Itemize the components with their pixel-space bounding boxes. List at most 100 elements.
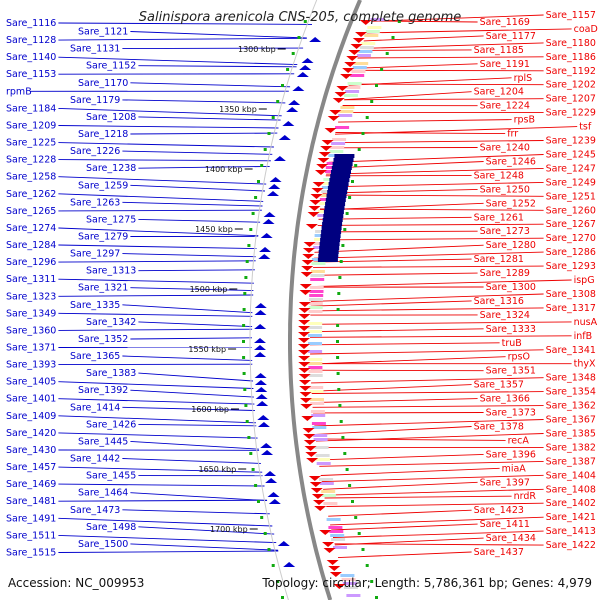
feature-stripe: [346, 86, 360, 89]
dense-feature-block: [329, 182, 349, 186]
reverse-gene-arrow: [279, 135, 291, 140]
gene-label-forward: Sare_1246: [486, 157, 536, 168]
gc-marker: [341, 436, 344, 439]
gc-marker: [370, 100, 373, 103]
dense-feature-block: [322, 226, 342, 230]
gene-label-reverse: Sare_1420: [6, 428, 56, 439]
gene-label-forward: Sare_1293: [546, 261, 596, 272]
gene-label-forward: Sare_1248: [474, 170, 524, 181]
connector-line-forward: [338, 120, 512, 123]
gene-label-forward: rpsB: [514, 115, 535, 126]
gene-label-reverse: Sare_1153: [6, 69, 56, 80]
gene-label-forward: Sare_1224: [480, 101, 530, 112]
connector-line-reverse: [130, 493, 267, 501]
feature-stripe: [311, 410, 325, 413]
gene-label-forward: rplS: [514, 73, 533, 84]
gene-label-forward: Sare_1267: [546, 219, 596, 230]
gene-label-forward: recA: [508, 435, 530, 446]
gc-marker: [281, 84, 284, 87]
reverse-gene-arrow: [255, 387, 267, 392]
gc-marker: [281, 596, 284, 599]
connector-line-forward: [310, 343, 500, 345]
gc-marker: [298, 36, 301, 39]
gene-label-forward: Sare_1229: [546, 108, 596, 119]
feature-stripe: [327, 518, 341, 521]
reverse-gene-arrow: [278, 541, 290, 546]
feature-stripe: [308, 362, 322, 365]
forward-gene-arrow: [300, 404, 312, 409]
gene-label-forward: Sare_1367: [546, 415, 596, 426]
feature-stripe: [335, 126, 349, 129]
reverse-gene-arrow: [260, 443, 272, 448]
reverse-gene-arrow: [268, 492, 280, 497]
gene-label-forward: Sare_1247: [546, 163, 596, 174]
dense-feature-block: [325, 202, 345, 206]
feature-stripe: [360, 46, 374, 49]
feature-stripe: [345, 90, 359, 93]
gene-label-forward: Sare_1252: [486, 198, 536, 209]
gc-marker: [366, 116, 369, 119]
feature-stripe: [357, 54, 371, 57]
gc-marker: [336, 340, 339, 343]
gene-label-forward: Sare_1333: [486, 324, 536, 335]
gene-label-reverse: Sare_1259: [78, 180, 128, 191]
gene-label-forward: Sare_1280: [486, 240, 536, 251]
feature-stripe: [309, 302, 323, 305]
connector-line-reverse: [58, 500, 267, 501]
gene-label-forward: Sare_1185: [474, 45, 524, 56]
genome-ring-segment: [242, 0, 401, 600]
forward-gene-arrow: [300, 392, 312, 397]
feature-stripe: [348, 82, 362, 85]
connector-line-forward: [344, 99, 543, 100]
forward-gene-arrow: [346, 56, 358, 61]
gene-label-reverse: Sare_1360: [6, 325, 56, 336]
gene-label-reverse: rpmB: [6, 86, 32, 97]
connector-line-reverse: [58, 160, 271, 161]
connector-line-reverse: [58, 126, 278, 129]
feature-stripe: [311, 274, 325, 277]
feature-stripe: [330, 534, 344, 537]
feature-stripe: [309, 310, 323, 313]
reverse-gene-arrow: [263, 219, 275, 224]
feature-stripe: [367, 26, 381, 29]
scale-tick-label: 1400 kbp: [205, 165, 243, 174]
gene-label-forward: Sare_1387: [546, 456, 596, 467]
forward-gene-arrow: [314, 506, 326, 511]
reverse-gene-arrow: [256, 394, 268, 399]
gc-marker: [246, 420, 249, 423]
gene-label-reverse: Sare_1209: [6, 121, 56, 132]
gc-marker: [336, 324, 339, 327]
reverse-gene-arrow: [283, 562, 295, 567]
scale-tick-label: 1450 kbp: [195, 225, 233, 234]
connector-line-forward: [364, 36, 484, 41]
forward-gene-arrow: [325, 128, 337, 133]
gc-marker: [257, 500, 260, 503]
feature-stripe: [312, 422, 326, 425]
feature-stripe: [308, 326, 322, 329]
gene-label-reverse: Sare_1515: [6, 548, 56, 559]
forward-gene-arrow: [324, 548, 336, 553]
gene-label-forward: Sare_1192: [546, 66, 596, 77]
gc-marker: [249, 452, 252, 455]
scale-tick-label: 1350 kbp: [219, 105, 257, 114]
forward-gene-arrow: [328, 116, 340, 121]
gc-marker: [337, 308, 340, 311]
gene-label-reverse: Sare_1121: [78, 27, 128, 38]
reverse-gene-arrow: [292, 86, 304, 91]
reverse-gene-arrow: [269, 499, 281, 504]
gc-marker: [340, 420, 343, 423]
gene-label-forward: Sare_1251: [546, 191, 596, 202]
forward-gene-arrow: [304, 440, 316, 445]
forward-gene-arrow: [322, 542, 334, 547]
connector-line-reverse: [138, 424, 256, 425]
gc-marker: [254, 196, 257, 199]
gene-label-forward: Sare_1250: [480, 184, 530, 195]
gene-label-forward: Sare_1362: [546, 401, 596, 412]
gc-marker: [358, 148, 361, 151]
gene-label-reverse: Sare_1414: [70, 402, 120, 413]
connector-line-forward: [311, 301, 472, 306]
gene-label-reverse: Sare_1473: [70, 505, 120, 516]
gc-marker: [351, 500, 354, 503]
connector-line-forward: [315, 427, 471, 435]
feature-stripe: [309, 370, 323, 373]
